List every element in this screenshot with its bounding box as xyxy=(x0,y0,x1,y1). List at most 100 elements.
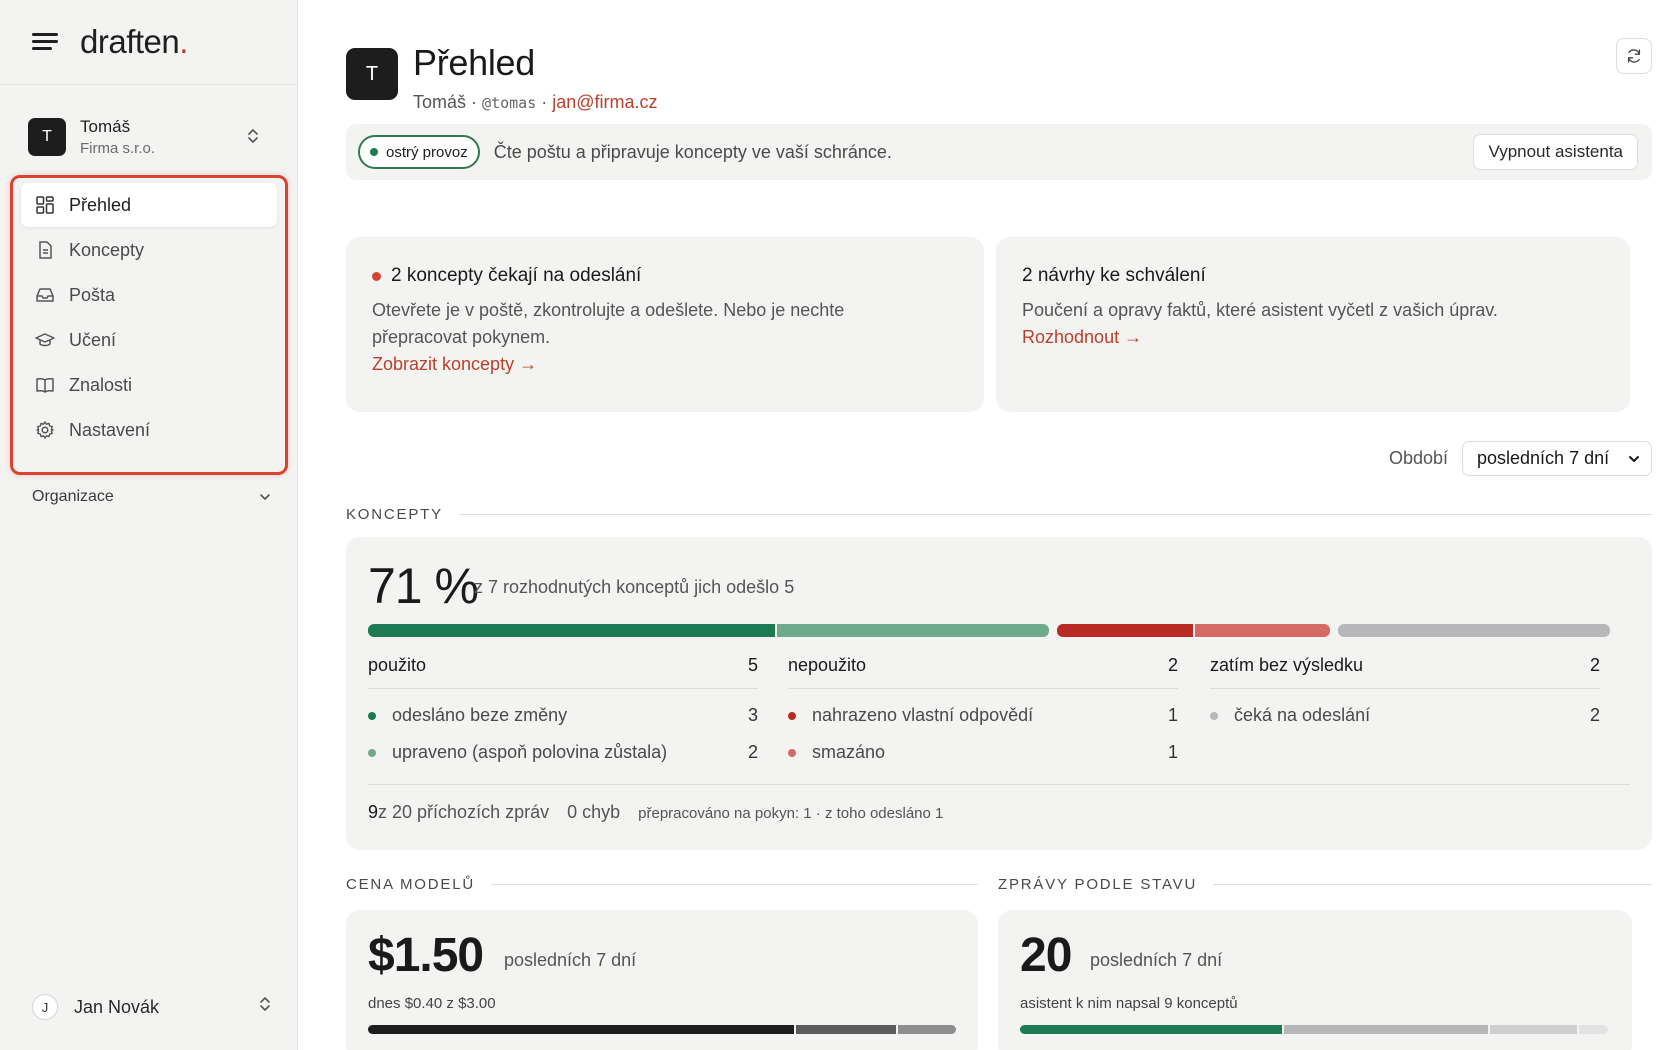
section-title: ZPRÁVY PODLE STAVU xyxy=(998,876,1198,893)
period-value: posledních 7 dní xyxy=(1477,448,1610,468)
usage-subtitle: z 7 rozhodnutých konceptů jich odešlo 5 xyxy=(474,577,795,597)
legend-dot xyxy=(788,748,796,757)
organization-toggle[interactable]: Organizace xyxy=(32,488,272,506)
show-drafts-link[interactable]: Zobrazit koncepty → xyxy=(372,354,538,374)
error-count: 0 chyb xyxy=(567,802,621,822)
menu-icon[interactable] xyxy=(32,31,60,53)
account-name: Tomáš xyxy=(80,117,131,136)
profile-avatar: T xyxy=(346,48,398,100)
column-total: 5 xyxy=(747,655,758,675)
cost-period: posledních 7 dní xyxy=(504,950,637,970)
messages-period: posledních 7 dní xyxy=(1090,950,1223,970)
column-pending: zatím bez výsledku 2 čeká na odeslání 2 xyxy=(1210,655,1600,726)
concepts-progress-bar xyxy=(368,624,1610,637)
column-total: 2 xyxy=(1167,655,1178,675)
legend-dot xyxy=(1210,711,1218,720)
refresh-icon xyxy=(1627,49,1641,63)
period-select[interactable]: posledních 7 dní xyxy=(1462,441,1652,476)
cost-section-header: CENA MODELŮ xyxy=(346,876,978,893)
bar-segment xyxy=(1056,624,1193,637)
legend-dot xyxy=(368,711,376,720)
nav-item-posta[interactable]: Pošta xyxy=(21,273,277,317)
legend-dot xyxy=(788,711,796,720)
document-icon xyxy=(39,241,52,259)
legend-dot xyxy=(368,748,376,757)
messages-detail: asistent k nim napsal 9 konceptů xyxy=(1020,995,1238,1012)
nav-label: Učení xyxy=(69,329,117,350)
list-item: odesláno beze změny 3 xyxy=(368,705,758,726)
disable-assistant-button[interactable]: Vypnout asistenta xyxy=(1473,134,1638,170)
main-content: T Přehled Tomáš · @tomas · jan@firma.cz … xyxy=(298,0,1680,1050)
list-item: čeká na odeslání 2 xyxy=(1210,705,1600,726)
concepts-footer: 9 z 20 příchozích zpráv 0 chyb přepracov… xyxy=(368,802,943,823)
card-description: Poučení a opravy faktů, které asistent v… xyxy=(1022,300,1498,320)
bar-segment xyxy=(1489,1025,1577,1034)
nav-label: Nastavení xyxy=(69,419,151,440)
nav-label: Koncepty xyxy=(69,239,145,260)
column-title: zatím bez výsledku xyxy=(1210,655,1364,675)
messages-card: 20 posledních 7 dní asistent k nim napsa… xyxy=(998,910,1632,1050)
drafts-waiting-card: 2 koncepty čekají na odeslání Otevřete j… xyxy=(346,237,984,412)
decide-link[interactable]: Rozhodnout → xyxy=(1022,327,1143,347)
logo[interactable]: draften. xyxy=(80,23,188,60)
section-title: CENA MODELŮ xyxy=(346,876,475,893)
status-dot xyxy=(370,148,378,156)
account-switcher[interactable]: T Tomáš Firma s.r.o. xyxy=(16,106,282,168)
divider xyxy=(368,784,1630,785)
nav-item-nastaveni[interactable]: Nastavení xyxy=(21,408,277,452)
nav-item-koncepty[interactable]: Koncepty xyxy=(21,228,277,272)
list-item: smazáno 1 xyxy=(788,742,1178,763)
nav-item-uceni[interactable]: Učení xyxy=(21,318,277,362)
chevron-down-icon xyxy=(260,494,270,500)
nav-label: Přehled xyxy=(69,194,132,215)
usage-percent: 71 % xyxy=(368,558,479,614)
gear-icon xyxy=(36,421,54,439)
period-filter: Období posledních 7 dní xyxy=(1389,441,1652,476)
chevron-updown-icon xyxy=(248,129,258,143)
nav-item-prehled[interactable]: Přehled xyxy=(21,183,277,227)
profile-name: Tomáš xyxy=(413,92,467,112)
chevron-down-icon xyxy=(1629,455,1639,462)
bar-segment xyxy=(1194,624,1331,637)
nav-label: Pošta xyxy=(69,284,116,305)
rework-note: přepracováno na pokyn: 1 · z toho odeslá… xyxy=(638,805,944,822)
bar-segment xyxy=(897,1025,956,1034)
column-unused: nepoužito 2 nahrazeno vlastní odpovědí 1 s… xyxy=(788,655,1178,763)
profile-email[interactable]: jan@firma.cz xyxy=(552,92,658,112)
bar-segment xyxy=(1020,1025,1282,1034)
nav-item-znalosti[interactable]: Znalosti xyxy=(21,363,277,407)
bar-segment xyxy=(368,624,776,637)
proposals-card: 2 návrhy ke schválení Poučení a opravy f… xyxy=(996,237,1630,412)
card-description: Otevřete je v poště, zkontrolujte a odeš… xyxy=(372,300,845,347)
status-badge: ostrý provoz xyxy=(358,135,480,169)
refresh-button[interactable] xyxy=(1616,38,1652,74)
incoming-count: 9 xyxy=(368,802,379,822)
cost-card: $1.50 posledních 7 dní dnes $0.40 z $3.0… xyxy=(346,910,978,1050)
user-menu[interactable]: J Jan Novák xyxy=(32,994,272,1020)
separator: · xyxy=(541,92,548,112)
card-title: 2 návrhy ke schválení xyxy=(1022,265,1206,286)
messages-section-header: ZPRÁVY PODLE STAVU xyxy=(998,876,1652,893)
page-title: Přehled xyxy=(413,42,535,83)
page-header: T Přehled Tomáš · @tomas · jan@firma.cz xyxy=(346,42,658,113)
column-title: nepoužito xyxy=(788,655,867,675)
assistant-status-bar: ostrý provoz Čte poštu a připravuje konc… xyxy=(346,124,1652,180)
organization-label: Organizace xyxy=(32,488,114,505)
bar-segment xyxy=(796,1025,896,1034)
separator: · xyxy=(471,92,478,112)
period-label: Období xyxy=(1388,448,1448,468)
chevron-updown-icon xyxy=(260,997,270,1011)
messages-count: 20 xyxy=(1020,929,1072,982)
column-total: 2 xyxy=(1589,655,1600,675)
inbox-icon xyxy=(36,288,54,302)
bar-segment xyxy=(1283,1025,1488,1034)
account-avatar: T xyxy=(28,118,66,156)
cost-amount: $1.50 xyxy=(368,929,484,982)
user-avatar: J xyxy=(32,994,58,1020)
section-title: KONCEPTY xyxy=(346,506,443,523)
cost-detail: dnes $0.40 z $3.00 xyxy=(368,995,496,1012)
cost-progress-bar xyxy=(368,1025,956,1034)
graduation-cap-icon xyxy=(35,333,55,347)
bar-segment xyxy=(368,1025,795,1034)
nav-label: Znalosti xyxy=(69,374,133,395)
